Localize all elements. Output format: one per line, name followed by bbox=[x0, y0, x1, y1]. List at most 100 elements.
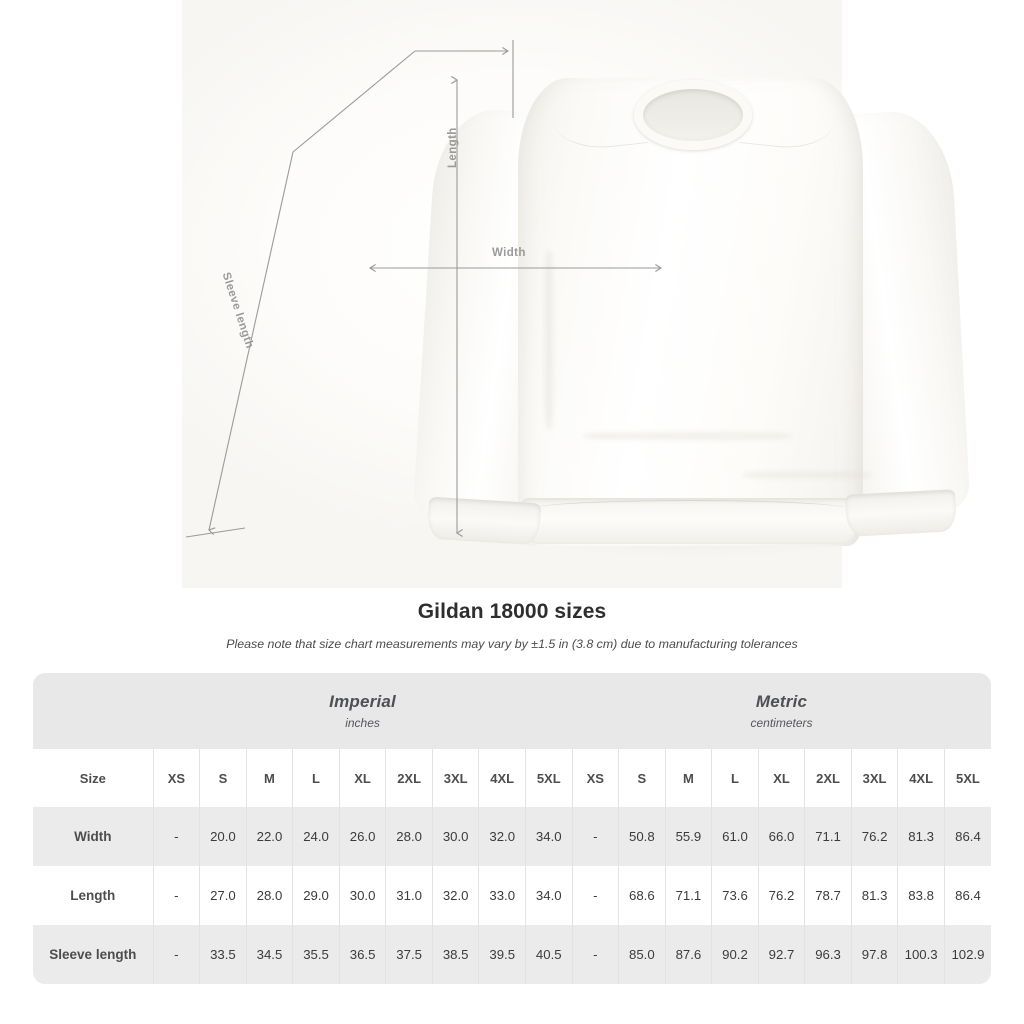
cell-metric-l: 73.6 bbox=[711, 866, 759, 925]
title-block: Gildan 18000 sizes Please note that size… bbox=[0, 600, 1024, 651]
cell-metric-3xl: 76.2 bbox=[850, 807, 898, 866]
cell-metric-2xl: 96.3 bbox=[804, 925, 852, 984]
cell-metric-5xl: 86.4 bbox=[943, 807, 991, 866]
cell-imperial-5xl: 34.0 bbox=[524, 866, 573, 925]
cell-imperial-m: 28.0 bbox=[245, 866, 293, 925]
photo-backdrop bbox=[182, 0, 987, 588]
cell-metric-4xl: 83.8 bbox=[897, 866, 945, 925]
unit-name: Metric bbox=[755, 692, 808, 711]
cell-imperial-3xl: 38.5 bbox=[431, 925, 479, 984]
table-row: Length -27.0 28.0 29.0 30.0 31.0 32.0 33.0 34.0-… bbox=[33, 866, 991, 925]
cell-imperial-3xl: 30.0 bbox=[431, 807, 479, 866]
unit-sub: centimeters bbox=[750, 716, 813, 730]
size-header-metric-s: S bbox=[618, 749, 666, 807]
size-table-wrap: Imperial inches Metric centimeters Size XS S M L… bbox=[33, 673, 991, 984]
cell-metric-3xl: 81.3 bbox=[850, 866, 898, 925]
size-header-metric-2xl: 2XL bbox=[804, 749, 852, 807]
size-header-metric-l: L bbox=[711, 749, 759, 807]
size-header-imperial-5xl: 5XL bbox=[524, 749, 573, 807]
garment-photo: Length Width Sleeve length bbox=[182, 0, 987, 588]
cell-imperial-l: 35.5 bbox=[292, 925, 340, 984]
row-label: Sleeve length bbox=[33, 925, 154, 984]
right-cuff bbox=[844, 489, 958, 537]
size-header-imperial-xl: XL bbox=[338, 749, 386, 807]
cell-metric-5xl: 86.4 bbox=[943, 866, 991, 925]
cell-imperial-5xl: 40.5 bbox=[524, 925, 573, 984]
size-header-metric-xs: XS bbox=[571, 749, 619, 807]
cell-metric-4xl: 81.3 bbox=[897, 807, 945, 866]
size-header-metric-m: M bbox=[664, 749, 712, 807]
size-header-imperial-m: M bbox=[245, 749, 293, 807]
cell-imperial-l: 29.0 bbox=[292, 866, 340, 925]
cell-imperial-3xl: 32.0 bbox=[431, 866, 479, 925]
cell-imperial-4xl: 33.0 bbox=[478, 866, 526, 925]
cell-metric-xl: 76.2 bbox=[757, 866, 805, 925]
cell-metric-s: 68.6 bbox=[618, 866, 666, 925]
unit-band-row: Imperial inches Metric centimeters bbox=[33, 673, 991, 749]
cell-imperial-xl: 36.5 bbox=[338, 925, 386, 984]
page-title: Gildan 18000 sizes bbox=[417, 600, 607, 623]
cell-metric-s: 85.0 bbox=[618, 925, 666, 984]
size-header-imperial-l: L bbox=[292, 749, 340, 807]
size-header-imperial-s: S bbox=[199, 749, 247, 807]
cell-imperial-xs: - bbox=[152, 866, 200, 925]
cell-metric-m: 87.6 bbox=[664, 925, 712, 984]
size-header-imperial-3xl: 3XL bbox=[431, 749, 479, 807]
cell-metric-xs: - bbox=[571, 925, 619, 984]
cell-metric-xl: 66.0 bbox=[757, 807, 805, 866]
sweatshirt-body bbox=[518, 78, 863, 546]
fabric-fold bbox=[582, 430, 792, 442]
cell-imperial-s: 27.0 bbox=[199, 866, 247, 925]
tolerance-note: Please note that size chart measurements… bbox=[226, 637, 798, 651]
cell-imperial-5xl: 34.0 bbox=[524, 807, 573, 866]
cell-metric-5xl: 102.9 bbox=[943, 925, 991, 984]
unit-header-imperial: Imperial inches bbox=[153, 673, 573, 749]
size-header-imperial-2xl: 2XL bbox=[385, 749, 433, 807]
table-row: Width -20.0 22.0 24.0 26.0 28.0 30.0 32.0 34.0-5… bbox=[33, 807, 991, 866]
cell-metric-3xl: 97.8 bbox=[850, 925, 898, 984]
row-label: Length bbox=[33, 866, 154, 925]
left-cuff bbox=[426, 496, 542, 546]
cell-imperial-l: 24.0 bbox=[292, 807, 340, 866]
cell-imperial-s: 33.5 bbox=[199, 925, 247, 984]
collar bbox=[634, 80, 752, 150]
size-header-imperial-xs: XS bbox=[152, 749, 200, 807]
cell-imperial-xl: 30.0 bbox=[338, 866, 386, 925]
cell-imperial-2xl: 28.0 bbox=[385, 807, 433, 866]
cell-imperial-xs: - bbox=[152, 925, 200, 984]
unit-header-metric: Metric centimeters bbox=[572, 673, 991, 749]
unit-sub: inches bbox=[345, 716, 380, 730]
fabric-fold bbox=[542, 250, 556, 430]
hem-seam bbox=[526, 500, 854, 510]
cell-imperial-2xl: 31.0 bbox=[385, 866, 433, 925]
unit-band-spacer bbox=[33, 673, 154, 749]
cell-metric-xl: 92.7 bbox=[757, 925, 805, 984]
size-table: Imperial inches Metric centimeters Size XS S M L… bbox=[33, 673, 991, 984]
size-header-metric-xl: XL bbox=[757, 749, 805, 807]
unit-name: Imperial bbox=[329, 692, 396, 711]
size-header-row: Size XS S M L XL 2XL 3XL 4XL 5XL XS S M L XL 2XL 3XL 4XL 5… bbox=[33, 749, 991, 807]
cell-imperial-4xl: 39.5 bbox=[478, 925, 526, 984]
cell-imperial-m: 22.0 bbox=[245, 807, 293, 866]
cell-imperial-m: 34.5 bbox=[245, 925, 293, 984]
cell-imperial-xl: 26.0 bbox=[338, 807, 386, 866]
cell-metric-xs: - bbox=[571, 866, 619, 925]
table-row: Sleeve length -33.5 34.5 35.5 36.5 37.5 38.5 39… bbox=[33, 925, 991, 984]
cell-imperial-s: 20.0 bbox=[199, 807, 247, 866]
cell-metric-m: 71.1 bbox=[664, 866, 712, 925]
size-header-metric-5xl: 5XL bbox=[943, 749, 991, 807]
cell-imperial-4xl: 32.0 bbox=[478, 807, 526, 866]
cell-metric-s: 50.8 bbox=[618, 807, 666, 866]
cell-imperial-xs: - bbox=[152, 807, 200, 866]
cell-imperial-2xl: 37.5 bbox=[385, 925, 433, 984]
cell-metric-l: 61.0 bbox=[711, 807, 759, 866]
size-header-label: Size bbox=[33, 749, 154, 807]
row-label: Width bbox=[33, 807, 154, 866]
size-header-imperial-4xl: 4XL bbox=[478, 749, 526, 807]
cell-metric-4xl: 100.3 bbox=[897, 925, 945, 984]
cell-metric-m: 55.9 bbox=[664, 807, 712, 866]
cell-metric-l: 90.2 bbox=[711, 925, 759, 984]
fabric-fold bbox=[742, 470, 872, 480]
cell-metric-xs: - bbox=[571, 807, 619, 866]
